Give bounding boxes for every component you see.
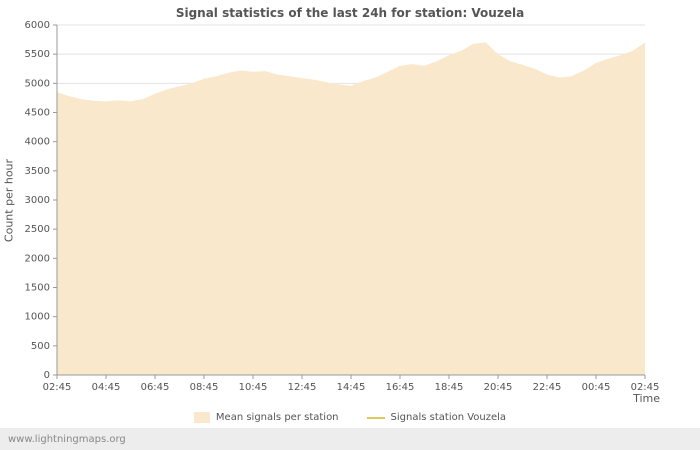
svg-text:06:45: 06:45 — [141, 382, 170, 393]
svg-text:5000: 5000 — [25, 78, 50, 89]
svg-text:16:45: 16:45 — [386, 382, 415, 393]
svg-text:3500: 3500 — [25, 166, 50, 177]
svg-text:2500: 2500 — [25, 224, 50, 235]
legend-item-mean-signals: Mean signals per station — [193, 412, 339, 423]
legend-item-station-signals: Signals station Vouzela — [366, 412, 507, 423]
svg-text:500: 500 — [31, 341, 50, 352]
svg-text:14:45: 14:45 — [337, 382, 366, 393]
legend-label-station-signals: Signals station Vouzela — [390, 412, 507, 423]
svg-text:3000: 3000 — [25, 195, 50, 206]
svg-text:5500: 5500 — [25, 49, 50, 60]
svg-text:18:45: 18:45 — [435, 382, 464, 393]
svg-text:00:45: 00:45 — [582, 382, 611, 393]
svg-text:1000: 1000 — [25, 312, 50, 323]
svg-text:02:45: 02:45 — [631, 382, 660, 393]
area-swatch-icon — [193, 412, 210, 423]
svg-text:02:45: 02:45 — [43, 382, 72, 393]
line-swatch-icon — [366, 416, 385, 419]
x-axis-label: Time — [633, 392, 660, 405]
footer-link[interactable]: www.lightningmaps.org — [8, 433, 126, 445]
svg-text:20:45: 20:45 — [484, 382, 513, 393]
svg-text:0: 0 — [44, 370, 50, 381]
svg-text:12:45: 12:45 — [288, 382, 317, 393]
chart-title: Signal statistics of the last 24h for st… — [175, 6, 525, 20]
svg-text:4500: 4500 — [25, 108, 50, 119]
legend: Mean signals per station Signals station… — [0, 412, 700, 423]
svg-text:04:45: 04:45 — [92, 382, 121, 393]
svg-text:6000: 6000 — [25, 20, 50, 31]
svg-text:1500: 1500 — [25, 283, 50, 294]
footer-bar: www.lightningmaps.org — [0, 428, 700, 450]
svg-text:10:45: 10:45 — [239, 382, 268, 393]
svg-text:22:45: 22:45 — [533, 382, 562, 393]
legend-label-mean-signals: Mean signals per station — [215, 412, 339, 423]
svg-text:08:45: 08:45 — [190, 382, 219, 393]
svg-text:2000: 2000 — [25, 253, 50, 264]
svg-text:4000: 4000 — [25, 137, 50, 148]
